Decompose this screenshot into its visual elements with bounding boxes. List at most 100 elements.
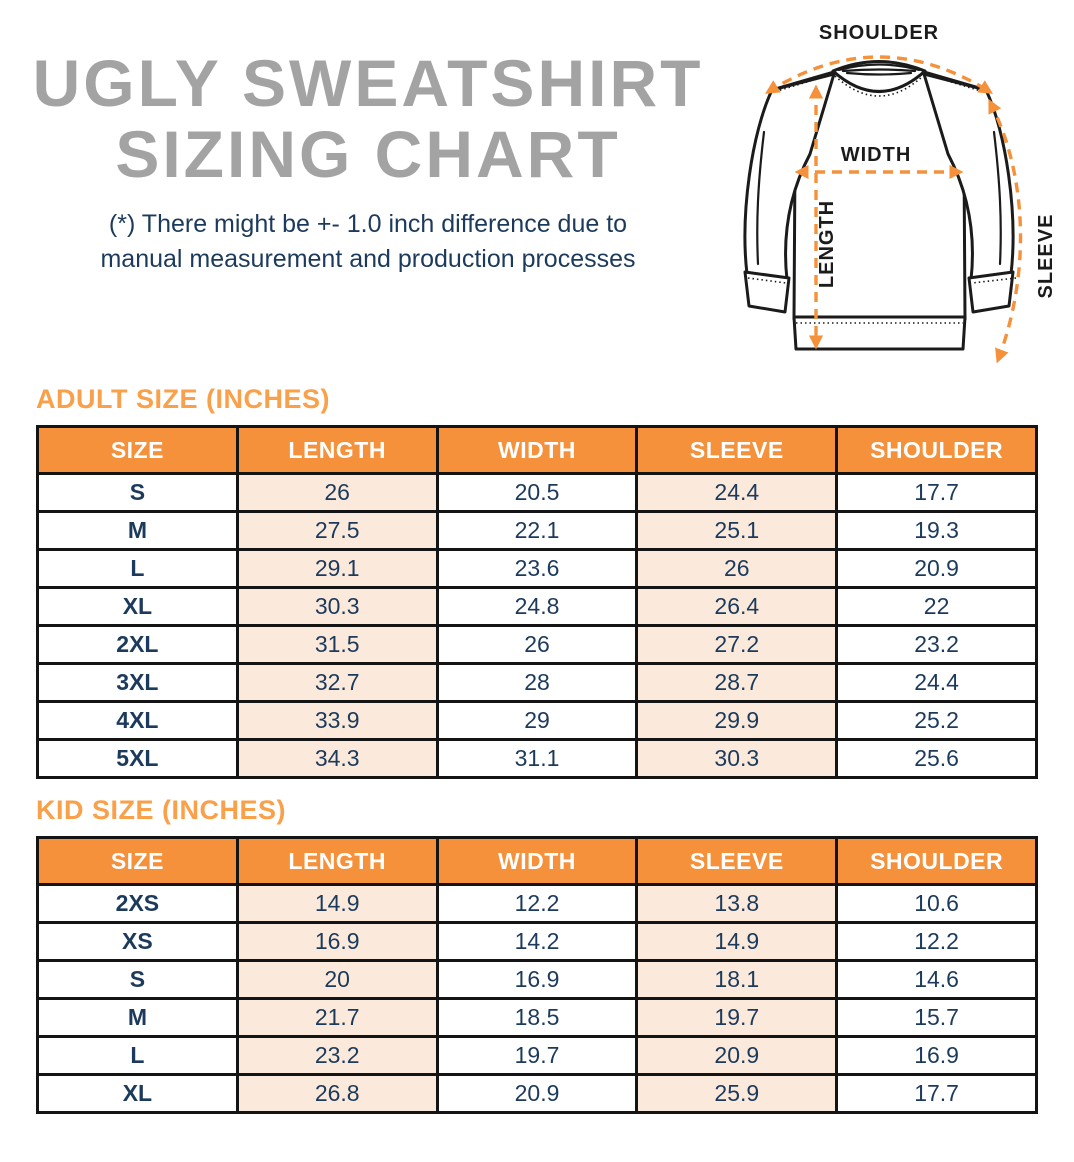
value-cell: 29 (435, 700, 639, 741)
value-cell: 22.1 (435, 510, 639, 551)
size-cell: L (36, 548, 239, 589)
tables-section: ADULT SIZE (INCHES) SIZE LENGTH WIDTH SLEEV… (0, 384, 1074, 1114)
size-cell: XL (36, 586, 239, 627)
table-row: XL 26.8 20.9 25.9 17.7 (36, 1073, 1038, 1114)
value-cell: 23.2 (235, 1035, 439, 1076)
value-cell: 31.5 (235, 624, 439, 665)
table-row: 3XL 32.7 28 28.7 24.4 (36, 662, 1038, 703)
table-row: 2XL 31.5 26 27.2 23.2 (36, 624, 1038, 665)
value-cell: 12.2 (835, 921, 1038, 962)
size-cell: S (36, 472, 239, 513)
shirt-waistband (792, 315, 967, 351)
table-row: M 27.5 22.1 25.1 19.3 (36, 510, 1038, 551)
value-cell: 25.1 (635, 510, 839, 551)
value-cell: 27.2 (635, 624, 839, 665)
value-cell: 25.6 (835, 738, 1038, 779)
value-cell: 12.2 (435, 883, 639, 924)
value-cell: 19.7 (635, 997, 839, 1038)
value-cell: 16.9 (235, 921, 439, 962)
size-cell: 3XL (36, 662, 239, 703)
size-cell: XS (36, 921, 239, 962)
value-cell: 15.7 (835, 997, 1038, 1038)
shirt-left-cuff (743, 270, 791, 314)
value-cell: 22 (835, 586, 1038, 627)
table-row: L 23.2 19.7 20.9 16.9 (36, 1035, 1038, 1076)
column-header: WIDTH (435, 425, 639, 475)
value-cell: 30.3 (635, 738, 839, 779)
value-cell: 25.9 (635, 1073, 839, 1114)
size-cell: 2XL (36, 624, 239, 665)
column-header: SIZE (36, 836, 239, 886)
adult-size-heading: ADULT SIZE (INCHES) (36, 384, 330, 414)
value-cell: 21.7 (235, 997, 439, 1038)
title-block: UGLY SWEATSHIRT SIZING CHART (*) There m… (18, 46, 718, 278)
column-header: SHOULDER (835, 836, 1038, 886)
value-cell: 32.7 (235, 662, 439, 703)
value-cell: 18.5 (435, 997, 639, 1038)
size-cell: 2XS (36, 883, 239, 924)
column-header: LENGTH (235, 836, 439, 886)
table-row: 4XL 33.9 29 29.9 25.2 (36, 700, 1038, 741)
shirt-right-cuff (967, 270, 1015, 314)
value-cell: 13.8 (635, 883, 839, 924)
value-cell: 10.6 (835, 883, 1038, 924)
adult-size-table: SIZE LENGTH WIDTH SLEEVE SHOULDER S 26 20.5 24.… (36, 425, 1038, 779)
value-cell: 14.9 (635, 921, 839, 962)
header-row: SIZE LENGTH WIDTH SLEEVE SHOULDER (36, 425, 1038, 475)
value-cell: 28.7 (635, 662, 839, 703)
page-title-line1: UGLY SWEATSHIRT (32, 46, 704, 120)
diagram-length-label: LENGTH (816, 200, 838, 288)
column-header: WIDTH (435, 836, 639, 886)
value-cell: 14.9 (235, 883, 439, 924)
sweatshirt-diagram: SHOULDER WIDTH LENGTH SLEEVE (730, 12, 1074, 384)
value-cell: 26.8 (235, 1073, 439, 1114)
value-cell: 14.2 (435, 921, 639, 962)
size-cell: XL (36, 1073, 239, 1114)
value-cell: 30.3 (235, 586, 439, 627)
table-row: M 21.7 18.5 19.7 15.7 (36, 997, 1038, 1038)
value-cell: 20.9 (635, 1035, 839, 1076)
size-cell: M (36, 997, 239, 1038)
table-row: 5XL 34.3 31.1 30.3 25.6 (36, 738, 1038, 779)
value-cell: 26 (635, 548, 839, 589)
value-cell: 20.9 (435, 1073, 639, 1114)
diagram-sleeve-label: SLEEVE (1035, 214, 1057, 299)
value-cell: 20 (235, 959, 439, 1000)
column-header: SIZE (36, 425, 239, 475)
table-row: L 29.1 23.6 26 20.9 (36, 548, 1038, 589)
table-row: 2XS 14.9 12.2 13.8 10.6 (36, 883, 1038, 924)
value-cell: 20.9 (835, 548, 1038, 589)
value-cell: 34.3 (235, 738, 439, 779)
value-cell: 24.4 (635, 472, 839, 513)
size-cell: 4XL (36, 700, 239, 741)
value-cell: 25.2 (835, 700, 1038, 741)
kid-size-heading: KID SIZE (INCHES) (36, 795, 287, 825)
size-cell: L (36, 1035, 239, 1076)
value-cell: 20.5 (435, 472, 639, 513)
kid-size-table: SIZE LENGTH WIDTH SLEEVE SHOULDER 2XS 14.9 12.… (36, 836, 1038, 1114)
size-cell: S (36, 959, 239, 1000)
value-cell: 14.6 (835, 959, 1038, 1000)
table-row: S 20 16.9 18.1 14.6 (36, 959, 1038, 1000)
value-cell: 24.8 (435, 586, 639, 627)
header-section: UGLY SWEATSHIRT SIZING CHART (*) There m… (0, 0, 1074, 378)
value-cell: 16.9 (835, 1035, 1038, 1076)
value-cell: 23.6 (435, 548, 639, 589)
value-cell: 26 (435, 624, 639, 665)
page-title: UGLY SWEATSHIRT SIZING CHART (18, 46, 718, 191)
sleeve-arrow (988, 98, 1023, 364)
value-cell: 19.3 (835, 510, 1038, 551)
column-header: SHOULDER (835, 425, 1038, 475)
value-cell: 26.4 (635, 586, 839, 627)
table-row: S 26 20.5 24.4 17.7 (36, 472, 1038, 513)
size-cell: 5XL (36, 738, 239, 779)
value-cell: 33.9 (235, 700, 439, 741)
diagram-width-label: WIDTH (841, 144, 912, 166)
adult-table-body: S 26 20.5 24.4 17.7 M 27.5 22.1 25.1 19.3 L 29.1 23.… (36, 472, 1038, 779)
value-cell: 26 (235, 472, 439, 513)
column-header: LENGTH (235, 425, 439, 475)
size-cell: M (36, 510, 239, 551)
value-cell: 16.9 (435, 959, 639, 1000)
kid-table-header: SIZE LENGTH WIDTH SLEEVE SHOULDER (36, 836, 1038, 886)
